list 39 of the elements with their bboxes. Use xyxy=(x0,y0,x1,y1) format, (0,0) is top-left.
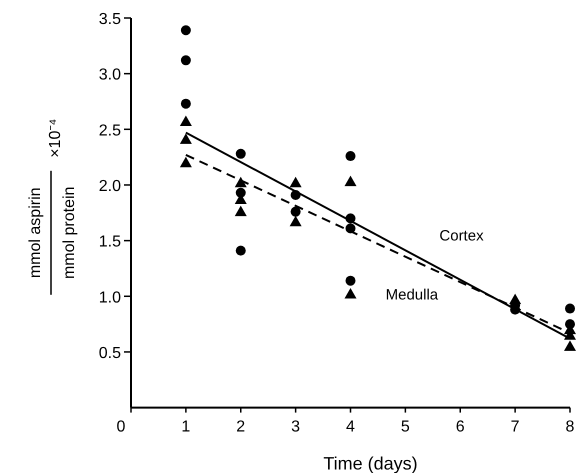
point xyxy=(180,98,191,109)
point xyxy=(236,246,246,256)
x-tick-label: 1 xyxy=(181,418,190,436)
text: mmol aspirin mmol protein ×10⁻⁴ xyxy=(27,118,78,280)
series-label: Medulla xyxy=(386,286,439,304)
point xyxy=(290,216,302,226)
point xyxy=(234,206,247,216)
y-tick-label: 3.5 xyxy=(98,11,122,28)
y-tick-label: 2.5 xyxy=(98,122,122,140)
y-tick-label: 2.0 xyxy=(98,178,122,195)
point xyxy=(344,288,356,299)
x-tick-label: 6 xyxy=(456,418,465,436)
x-tick-label: 3 xyxy=(291,418,300,436)
y-tick-label: 3.0 xyxy=(98,66,122,84)
point xyxy=(180,133,192,144)
y-tick-label: 1.5 xyxy=(98,234,122,251)
x-tick-label: 8 xyxy=(566,418,575,436)
x-tick-label: 4 xyxy=(346,418,356,436)
point xyxy=(180,156,192,168)
x-tick-label: 0 xyxy=(116,418,126,436)
point xyxy=(565,304,575,314)
series-label: Cortex xyxy=(439,228,484,245)
x-tick-label: 2 xyxy=(236,418,246,436)
point xyxy=(180,25,191,36)
point xyxy=(180,116,192,126)
point xyxy=(290,206,301,217)
x-axis-title: Time (days) xyxy=(323,454,418,473)
point xyxy=(346,151,356,162)
point xyxy=(509,294,522,304)
point xyxy=(236,148,246,159)
x-tick-label: 7 xyxy=(510,418,520,436)
point xyxy=(344,176,356,186)
x-tick-label: 5 xyxy=(400,418,410,436)
y-tick-label: 1.0 xyxy=(98,289,122,306)
y-tick-label: 0.5 xyxy=(98,344,122,362)
point xyxy=(290,176,302,188)
point xyxy=(346,276,356,286)
point xyxy=(564,340,576,351)
point xyxy=(180,55,191,66)
